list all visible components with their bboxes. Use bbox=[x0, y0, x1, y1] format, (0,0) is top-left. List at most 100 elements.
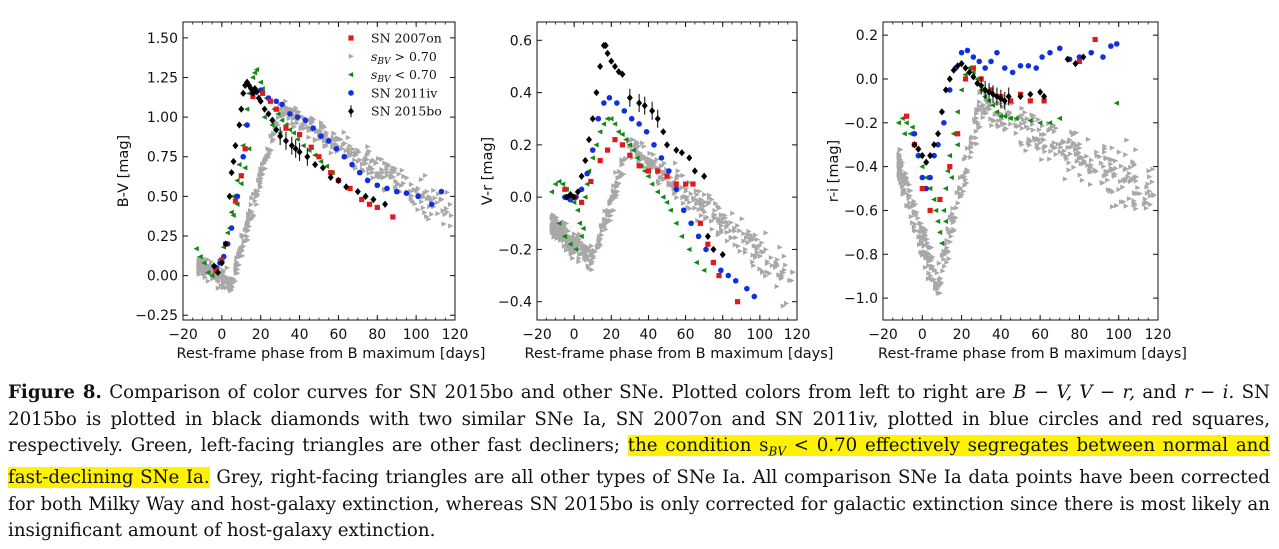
triangle-right-marker bbox=[1087, 167, 1093, 174]
x-tick-label: 120 bbox=[1145, 327, 1172, 343]
triangle-right-marker bbox=[551, 222, 557, 228]
triangle-right-marker bbox=[780, 303, 786, 309]
triangle-right-marker bbox=[359, 161, 366, 167]
triangle-right-marker bbox=[1078, 160, 1084, 167]
circle-marker bbox=[970, 54, 977, 60]
triangle-right-marker bbox=[608, 212, 614, 219]
triangle-right-marker bbox=[205, 256, 211, 263]
triangle-right-marker bbox=[963, 176, 969, 183]
triangle-right-marker bbox=[1133, 206, 1139, 212]
triangle-right-marker bbox=[607, 199, 613, 206]
triangle-right-marker bbox=[936, 277, 943, 283]
square-marker bbox=[682, 181, 689, 187]
triangle-right-marker bbox=[435, 211, 441, 217]
diamond-marker bbox=[619, 70, 626, 78]
triangle-right-marker bbox=[616, 168, 623, 175]
triangle-right-marker bbox=[983, 110, 989, 116]
triangle-right-marker bbox=[928, 273, 934, 279]
diamond-marker bbox=[304, 153, 311, 161]
legend-item: SN 2007on bbox=[348, 31, 442, 46]
triangle-left-marker bbox=[317, 158, 324, 165]
triangle-right-marker bbox=[968, 154, 974, 160]
triangle-right-marker bbox=[1133, 178, 1139, 184]
triangle-right-marker bbox=[630, 136, 636, 143]
diamond-marker bbox=[938, 108, 945, 116]
triangle-right-marker bbox=[448, 212, 455, 219]
triangle-left-marker bbox=[242, 165, 248, 171]
triangle-right-marker bbox=[284, 104, 290, 110]
diamond-marker bbox=[1072, 60, 1079, 68]
triangle-left-marker bbox=[933, 207, 939, 214]
y-tick-label: −0.4 bbox=[498, 295, 532, 311]
triangle-right-marker bbox=[907, 204, 914, 210]
triangle-right-marker bbox=[565, 228, 571, 234]
triangle-right-marker bbox=[331, 131, 337, 137]
triangle-right-marker bbox=[268, 133, 275, 139]
legend-item: sBV < 0.70 bbox=[348, 67, 437, 85]
triangle-right-marker bbox=[350, 146, 356, 152]
y-tick-label: 0.00 bbox=[147, 269, 178, 285]
triangle-right-marker bbox=[919, 224, 925, 230]
square-marker bbox=[937, 196, 943, 203]
triangle-right-marker bbox=[902, 186, 908, 192]
triangle-right-marker bbox=[1131, 160, 1137, 167]
triangle-right-marker bbox=[778, 274, 784, 280]
circle-marker bbox=[982, 65, 988, 71]
circle-marker bbox=[595, 115, 602, 122]
y-axis-label: V-r [mag] bbox=[480, 137, 496, 205]
triangle-right-marker bbox=[1007, 111, 1013, 117]
triangle-right-marker bbox=[1098, 160, 1105, 166]
triangle-left-marker bbox=[193, 246, 199, 252]
triangle-right-marker bbox=[318, 128, 324, 134]
diamond-marker bbox=[218, 259, 225, 267]
triangle-right-marker bbox=[598, 236, 604, 242]
triangle-left-marker bbox=[1007, 115, 1013, 122]
x-tick-label: 120 bbox=[784, 327, 811, 343]
triangle-right-marker bbox=[444, 189, 451, 196]
square-marker bbox=[627, 152, 633, 158]
square-marker bbox=[242, 146, 248, 152]
triangle-left-marker bbox=[678, 233, 685, 239]
circle-marker bbox=[273, 98, 280, 105]
triangle-right-marker bbox=[681, 200, 687, 206]
diamond-marker bbox=[686, 154, 693, 162]
triangle-left-marker bbox=[286, 127, 293, 133]
triangle-right-marker bbox=[1145, 181, 1151, 187]
triangle-right-marker bbox=[764, 259, 771, 265]
triangle-right-marker bbox=[278, 106, 284, 113]
triangle-right-marker bbox=[961, 188, 967, 195]
triangle-left-marker bbox=[560, 181, 566, 187]
triangle-right-marker bbox=[647, 150, 653, 156]
triangle-right-marker bbox=[712, 212, 718, 218]
triangle-right-marker bbox=[224, 265, 230, 271]
triangle-right-marker bbox=[1148, 193, 1154, 199]
triangle-right-marker bbox=[745, 232, 751, 238]
triangle-left-marker bbox=[895, 120, 901, 126]
triangle-right-marker bbox=[913, 212, 919, 218]
circle-marker bbox=[364, 177, 371, 184]
triangle-right-marker bbox=[432, 195, 438, 201]
triangle-left-marker bbox=[246, 90, 252, 96]
circle-marker bbox=[643, 128, 650, 135]
legend-item: SN 2011iv bbox=[348, 85, 438, 100]
triangle-left-marker bbox=[253, 66, 260, 73]
legend-marker bbox=[348, 35, 354, 41]
triangle-right-marker bbox=[779, 269, 786, 276]
triangle-right-marker bbox=[980, 114, 986, 121]
triangle-left-marker bbox=[290, 130, 296, 136]
legend-label: sBV > 0.70 bbox=[371, 49, 437, 67]
square-marker bbox=[1076, 58, 1083, 65]
square-marker bbox=[1027, 98, 1033, 104]
triangle-right-marker bbox=[692, 205, 698, 211]
triangle-right-marker bbox=[737, 248, 743, 254]
triangle-right-marker bbox=[1150, 166, 1156, 172]
square-marker bbox=[705, 241, 711, 247]
triangle-left-marker bbox=[574, 207, 581, 213]
triangle-right-marker bbox=[412, 201, 418, 207]
triangle-right-marker bbox=[1112, 171, 1118, 177]
triangle-right-marker bbox=[911, 198, 917, 204]
triangle-right-marker bbox=[1101, 173, 1108, 179]
triangle-right-marker bbox=[719, 212, 725, 218]
triangle-right-marker bbox=[1053, 151, 1059, 157]
triangle-right-marker bbox=[220, 285, 227, 291]
